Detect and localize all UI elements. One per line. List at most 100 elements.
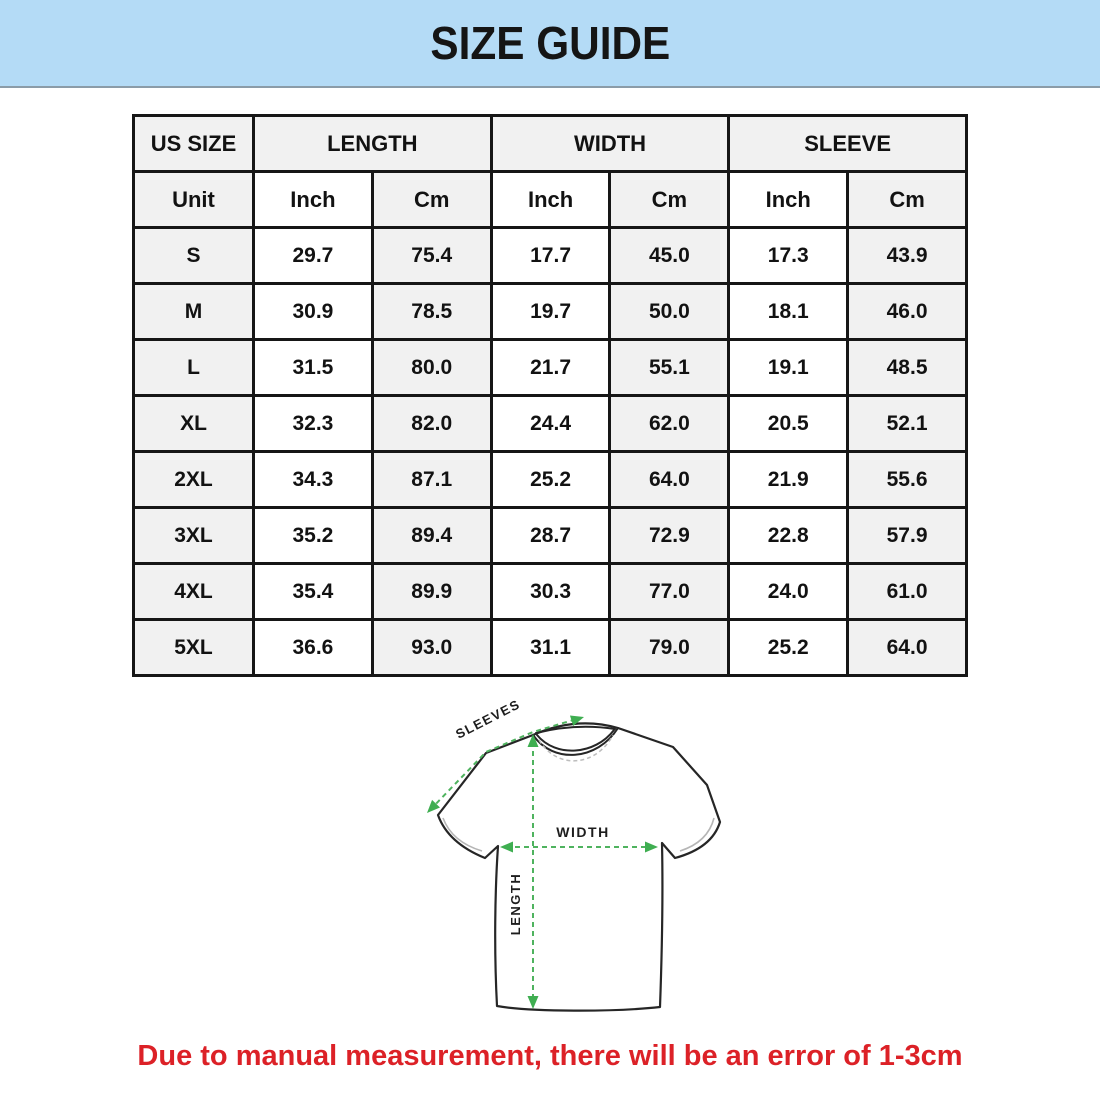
tshirt-measurement-diagram: SLEEVES WIDTH LENGTH — [390, 690, 810, 1030]
sleeves-label: SLEEVES — [453, 696, 523, 741]
measure-arrowheads — [427, 715, 658, 1009]
value-cell: 28.7 — [489, 506, 612, 565]
length-arrowhead-top — [527, 734, 539, 747]
value-cell: 64.0 — [608, 450, 731, 509]
value-cell: 79.0 — [608, 618, 731, 677]
value-cell: 32.3 — [252, 394, 374, 453]
value-cell: 17.3 — [727, 226, 850, 285]
value-cell: 17.7 — [489, 226, 612, 285]
value-cell: 35.4 — [252, 562, 374, 621]
table-row: S 29.7 75.4 17.7 45.0 17.3 43.9 — [132, 226, 968, 285]
header-us-size: US SIZE — [132, 114, 255, 173]
value-cell: 19.7 — [489, 282, 612, 341]
sleeves-arrowhead-cuff — [427, 799, 440, 813]
width-arrowhead-left — [500, 841, 513, 853]
unit-cm-header: Cm — [608, 170, 731, 229]
value-cell: 93.0 — [370, 618, 493, 677]
table-group-header-row: US SIZE LENGTH WIDTH SLEEVE — [132, 114, 968, 173]
size-cell: S — [132, 226, 255, 285]
value-cell: 21.9 — [727, 450, 850, 509]
unit-inch-header: Inch — [252, 170, 374, 229]
table-unit-row: Unit Inch Cm Inch Cm Inch Cm — [132, 170, 968, 229]
value-cell: 21.7 — [489, 338, 612, 397]
tshirt-diagram-svg: SLEEVES WIDTH LENGTH — [427, 696, 722, 1012]
value-cell: 45.0 — [608, 226, 731, 285]
unit-cm-header: Cm — [846, 170, 968, 229]
banner: SIZE GUIDE — [0, 0, 1100, 88]
unit-header: Unit — [132, 170, 255, 229]
value-cell: 29.7 — [252, 226, 374, 285]
size-cell: L — [132, 338, 255, 397]
value-cell: 55.1 — [608, 338, 731, 397]
value-cell: 46.0 — [846, 282, 968, 341]
value-cell: 50.0 — [608, 282, 731, 341]
value-cell: 31.1 — [489, 618, 612, 677]
page-title: SIZE GUIDE — [430, 17, 670, 69]
value-cell: 19.1 — [727, 338, 850, 397]
table-row: XL 32.3 82.0 24.4 62.0 20.5 52.1 — [132, 394, 968, 453]
value-cell: 22.8 — [727, 506, 850, 565]
value-cell: 30.3 — [489, 562, 612, 621]
value-cell: 55.6 — [846, 450, 968, 509]
left-cuff-seam — [442, 817, 483, 852]
value-cell: 43.9 — [846, 226, 968, 285]
table-row: 2XL 34.3 87.1 25.2 64.0 21.9 55.6 — [132, 450, 968, 509]
value-cell: 75.4 — [370, 226, 493, 285]
value-cell: 89.9 — [370, 562, 493, 621]
table-row: M 30.9 78.5 19.7 50.0 18.1 46.0 — [132, 282, 968, 341]
value-cell: 34.3 — [252, 450, 374, 509]
value-cell: 30.9 — [252, 282, 374, 341]
header-sleeve: SLEEVE — [727, 114, 968, 173]
value-cell: 57.9 — [846, 506, 968, 565]
sleeves-arrowhead-top — [569, 715, 584, 727]
value-cell: 61.0 — [846, 562, 968, 621]
unit-inch-header: Inch — [489, 170, 612, 229]
value-cell: 36.6 — [252, 618, 374, 677]
size-cell: 3XL — [132, 506, 255, 565]
value-cell: 24.0 — [727, 562, 850, 621]
value-cell: 24.4 — [489, 394, 612, 453]
unit-inch-header: Inch — [727, 170, 850, 229]
sleeves-measure-line — [429, 717, 581, 811]
size-cell: 4XL — [132, 562, 255, 621]
length-arrowhead-bottom — [527, 996, 539, 1009]
value-cell: 62.0 — [608, 394, 731, 453]
size-cell: M — [132, 282, 255, 341]
tshirt-outline — [436, 722, 722, 1012]
value-cell: 78.5 — [370, 282, 493, 341]
width-arrowhead-right — [645, 841, 658, 853]
measure-lines — [429, 717, 652, 1002]
value-cell: 87.1 — [370, 450, 493, 509]
table-row: L 31.5 80.0 21.7 55.1 19.1 48.5 — [132, 338, 968, 397]
table-row: 4XL 35.4 89.9 30.3 77.0 24.0 61.0 — [132, 562, 968, 621]
unit-cm-header: Cm — [370, 170, 493, 229]
right-cuff-seam — [679, 817, 715, 852]
value-cell: 48.5 — [846, 338, 968, 397]
value-cell: 25.2 — [727, 618, 850, 677]
value-cell: 20.5 — [727, 394, 850, 453]
value-cell: 64.0 — [846, 618, 968, 677]
value-cell: 18.1 — [727, 282, 850, 341]
table-row: 5XL 36.6 93.0 31.1 79.0 25.2 64.0 — [132, 618, 968, 677]
value-cell: 77.0 — [608, 562, 731, 621]
value-cell: 80.0 — [370, 338, 493, 397]
value-cell: 72.9 — [608, 506, 731, 565]
value-cell: 35.2 — [252, 506, 374, 565]
value-cell: 89.4 — [370, 506, 493, 565]
size-cell: XL — [132, 394, 255, 453]
length-label: LENGTH — [508, 873, 523, 935]
width-label: WIDTH — [556, 824, 609, 840]
header-length: LENGTH — [252, 114, 493, 173]
value-cell: 25.2 — [489, 450, 612, 509]
value-cell: 52.1 — [846, 394, 968, 453]
collar-seam-line — [538, 734, 614, 762]
size-cell: 5XL — [132, 618, 255, 677]
size-cell: 2XL — [132, 450, 255, 509]
disclaimer-text: Due to manual measurement, there will be… — [137, 1040, 963, 1072]
value-cell: 82.0 — [370, 394, 493, 453]
size-chart-table: US SIZE LENGTH WIDTH SLEEVE Unit Inch Cm… — [132, 114, 968, 677]
value-cell: 31.5 — [252, 338, 374, 397]
header-width: WIDTH — [489, 114, 731, 173]
table-row: 3XL 35.2 89.4 28.7 72.9 22.8 57.9 — [132, 506, 968, 565]
